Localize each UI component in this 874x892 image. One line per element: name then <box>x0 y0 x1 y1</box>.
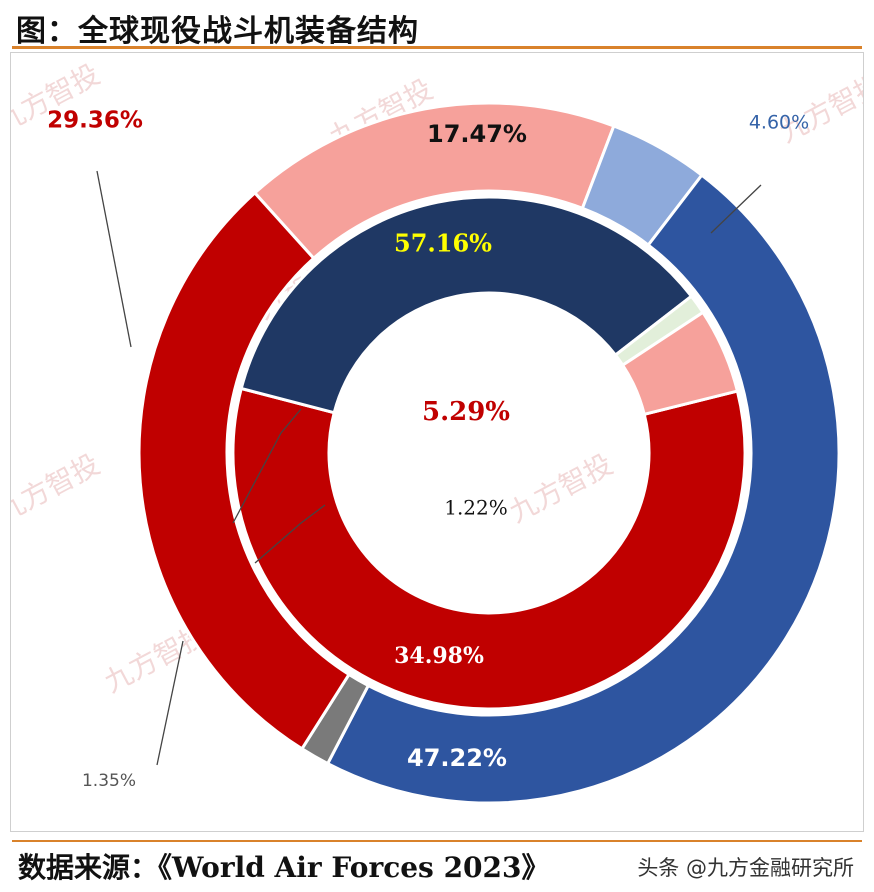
source-note: 数据来源：《World Air Forces 2023》 <box>18 851 550 884</box>
watermark-text: 九方智投 <box>774 67 863 149</box>
outer-leader-2 <box>710 184 762 234</box>
source-divider <box>12 840 862 842</box>
chart-frame: 九方智投九方智投九方智投九方智投九方智投九方智投九方智投九方智投 17.47%4… <box>10 52 864 832</box>
inner-slice-label-1: 57.16% <box>394 229 492 258</box>
doughnut-chart: 九方智投九方智投九方智投九方智投九方智投九方智投九方智投九方智投 17.47%4… <box>11 57 863 805</box>
publisher-credit: 头条 @九方金融研究所 <box>637 856 854 880</box>
inner-leader-4 <box>232 408 302 524</box>
slice-labels: 17.47% 4.60% 47.22% 1.35% 29.36% 57.16% 34.98%… <box>47 108 809 792</box>
outer-slice-label-4: 1.35% <box>82 771 136 791</box>
outer-slice-label-1: 17.47% <box>427 120 527 148</box>
inner-slice-label-4: 5.29% <box>422 397 510 427</box>
outer-slice-label-2: 4.60% <box>749 112 809 134</box>
outer-ring <box>137 101 841 805</box>
inner-slice-label-3: 1.22% <box>444 496 508 520</box>
inner-slice-4 <box>620 310 740 417</box>
title-divider <box>12 46 862 49</box>
inner-leader-3 <box>254 504 326 564</box>
outer-slice-label-3: 47.22% <box>407 744 507 772</box>
page-title: 图：全球现役战斗机装备结构 <box>16 14 419 49</box>
leader-lines <box>96 170 762 766</box>
outer-leader-5 <box>96 170 132 348</box>
outer-slice-5 <box>137 190 352 751</box>
inner-slice-2 <box>239 195 694 415</box>
outer-slice-3 <box>325 173 841 805</box>
inner-slice-1 <box>231 386 747 711</box>
inner-slice-label-2: 34.98% <box>394 643 484 669</box>
outer-leader-4 <box>156 640 184 766</box>
watermark-text: 九方智投 <box>504 447 618 529</box>
inner-ring <box>231 195 747 711</box>
outer-slice-label-5: 29.36% <box>47 108 143 134</box>
watermark-text: 九方智投 <box>11 447 105 529</box>
